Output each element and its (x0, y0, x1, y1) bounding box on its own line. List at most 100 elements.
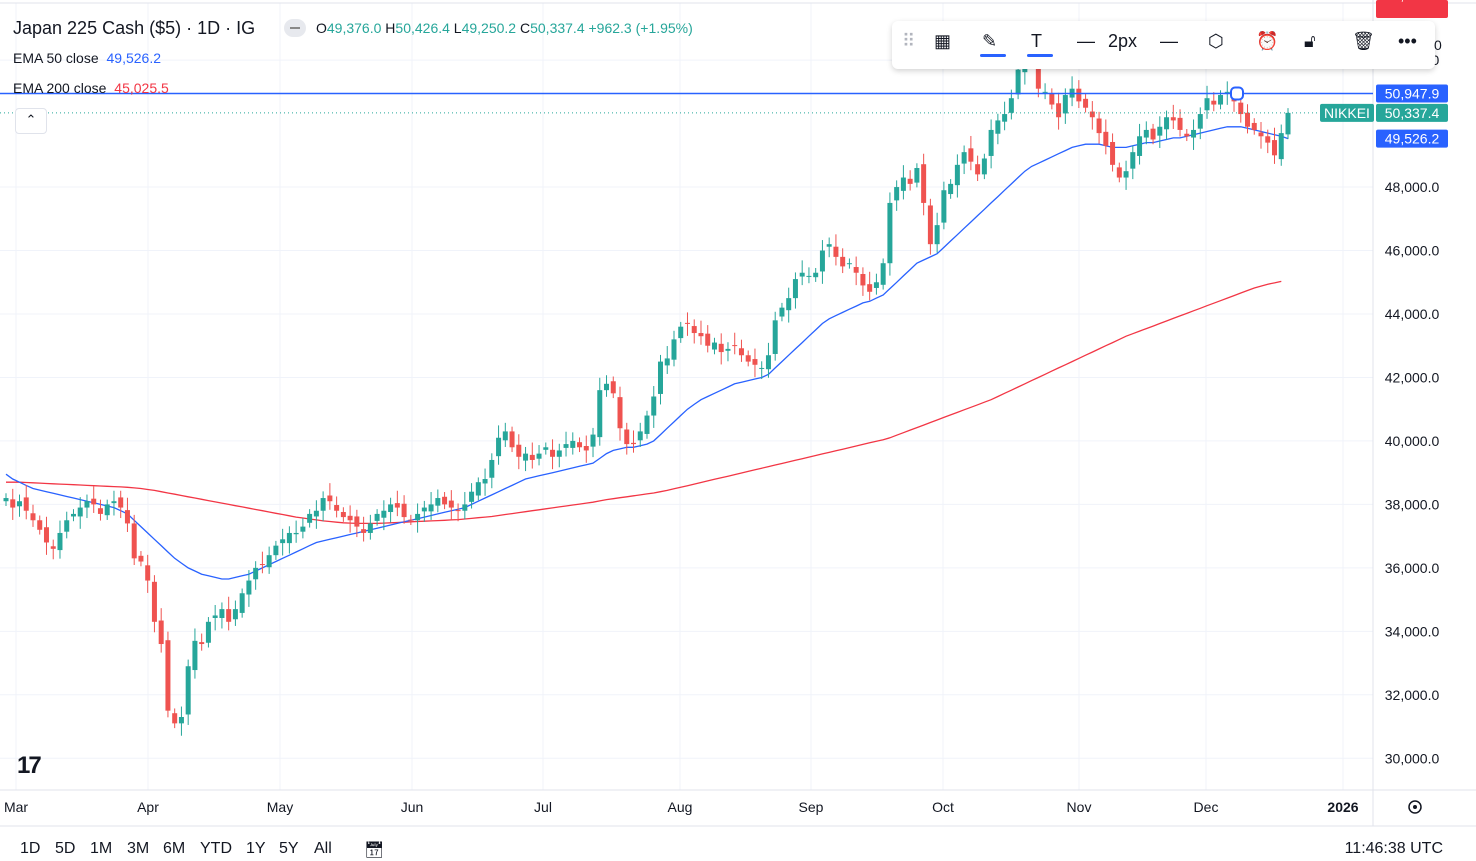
candle-body (475, 482, 481, 496)
candle-body (1008, 98, 1014, 113)
period-5d[interactable]: 5D (55, 840, 76, 857)
candle-body (1076, 88, 1082, 102)
candle-body (1238, 102, 1244, 115)
candle-body (617, 397, 623, 429)
last-price-label: 50,337.4 (1385, 105, 1440, 121)
ema50-legend[interactable]: EMA 50 close 49,526.2 (13, 50, 161, 66)
candle-body (799, 272, 805, 277)
line-style-icon[interactable]: — (1077, 31, 1095, 51)
candle-body (172, 713, 178, 724)
candle-body (1251, 122, 1257, 130)
period-1d[interactable]: 1D (20, 840, 41, 857)
candle-body (887, 202, 893, 264)
more-icon[interactable]: ••• (1398, 31, 1417, 51)
line-icon[interactable]: — (1160, 31, 1178, 51)
symbol-tag-bg (1320, 103, 1374, 122)
chart-legend: Japan 225 Cash ($5) · 1D · IG (13, 18, 255, 39)
candle-body (550, 449, 556, 457)
candle-body (30, 513, 36, 521)
period-ytd[interactable]: YTD (200, 840, 232, 857)
candle-body (1224, 91, 1230, 93)
candle-body (280, 539, 286, 544)
candle-body (590, 434, 596, 447)
candle-body (1258, 132, 1264, 137)
candle-body (846, 263, 852, 265)
candle-body (408, 519, 414, 521)
candle-body (543, 447, 549, 450)
time-tick-label: Jun (401, 799, 424, 815)
text-icon[interactable]: T (1031, 31, 1042, 51)
candle-body (968, 148, 974, 162)
pencil-icon[interactable]: ✎ (982, 31, 998, 51)
period-all[interactable]: All (314, 840, 332, 857)
candle-body (597, 390, 603, 438)
candle-body (1103, 131, 1109, 146)
hline-price-label: 50,947.9 (1385, 86, 1440, 102)
candle-body (502, 431, 508, 441)
drag-handle-icon[interactable]: ⠿ (902, 31, 916, 51)
candle-body (1049, 93, 1055, 105)
candle-body (354, 516, 360, 527)
candle-body (77, 507, 83, 517)
candle-body (880, 263, 886, 285)
clock[interactable]: 11:46:38 UTC (1344, 840, 1443, 857)
candle-body (954, 164, 960, 186)
alert-add-icon[interactable]: ⏰ (1256, 31, 1279, 51)
candle-body (941, 190, 947, 223)
market-status-icon[interactable] (284, 19, 306, 37)
candle-body (1062, 95, 1068, 114)
candle-body (921, 164, 927, 203)
candle-body (988, 129, 994, 156)
candle-body (232, 609, 238, 620)
legend-collapse-button[interactable]: ⌃ (15, 108, 47, 134)
time-tick-label: Jul (534, 799, 552, 815)
symbol-title[interactable]: Japan 225 Cash ($5) · 1D · IG (13, 18, 256, 38)
hline-price-label-bg (1376, 84, 1448, 103)
candle-body (367, 523, 373, 533)
price-tick-label: 36,000.0 (1385, 560, 1440, 576)
candle-body (226, 609, 232, 622)
candle-body (16, 501, 22, 507)
candle-body (1204, 98, 1210, 111)
period-1m[interactable]: 1M (90, 840, 113, 857)
candle-body (435, 498, 441, 506)
object-tree-icon[interactable]: ▦ (934, 31, 952, 51)
period-1y[interactable]: 1Y (246, 840, 266, 857)
horizontal-line-drawing[interactable] (0, 86, 1373, 101)
period-3m[interactable]: 3M (127, 840, 150, 857)
candle-body (806, 275, 812, 277)
candle-body (482, 479, 488, 484)
candle-body (691, 326, 697, 334)
candle-body (124, 510, 130, 524)
candle-body (772, 320, 778, 354)
period-5y[interactable]: 5Y (279, 840, 299, 857)
price-axis-labels: 30,000.0 32,000.0 34,000.0 36,000.0 38,000.0… (1385, 52, 1440, 766)
calendar-range-icon[interactable]: 📅︎ (364, 842, 385, 859)
candle-body (1002, 114, 1008, 122)
line-width-button[interactable]: 2px (1108, 31, 1138, 51)
time-tick-label: 2026 (1327, 799, 1358, 815)
candle-body (388, 504, 394, 513)
candle-body (563, 444, 569, 448)
candle-body (894, 187, 900, 201)
candle-body (570, 440, 576, 448)
unlock-icon[interactable]: 🔓︎ (1304, 31, 1316, 51)
candle-body (57, 532, 63, 551)
settings-hex-icon[interactable]: ⬡ (1208, 31, 1224, 51)
trash-icon[interactable]: 🗑︎ (1352, 31, 1375, 51)
drawing-toolbar: ⠿ ▦ ✎ T — 2px — ⬡ ⏰ 🔓︎ 🗑︎ ••• (892, 21, 1435, 69)
price-tick-label: 42,000.0 (1385, 369, 1440, 385)
ema200-price-label: 45,025.5 (1385, 0, 1440, 3)
candle-body (523, 453, 529, 461)
tradingview-logo[interactable]: 17 (17, 752, 42, 779)
price-tick-label: 30,000.0 (1385, 750, 1440, 766)
time-axis-labels[interactable]: Mar Apr May Jun Jul Aug Sep Oct Nov Dec 2026 (4, 799, 1359, 815)
ema200-legend[interactable]: EMA 200 close 45,025.5 (13, 80, 169, 96)
settings-gear-icon[interactable] (1408, 800, 1422, 814)
candle-body (786, 298, 792, 311)
period-6m[interactable]: 6M (163, 840, 186, 857)
candle-body (873, 282, 879, 288)
candle-body (421, 507, 427, 512)
candle-body (374, 513, 380, 521)
